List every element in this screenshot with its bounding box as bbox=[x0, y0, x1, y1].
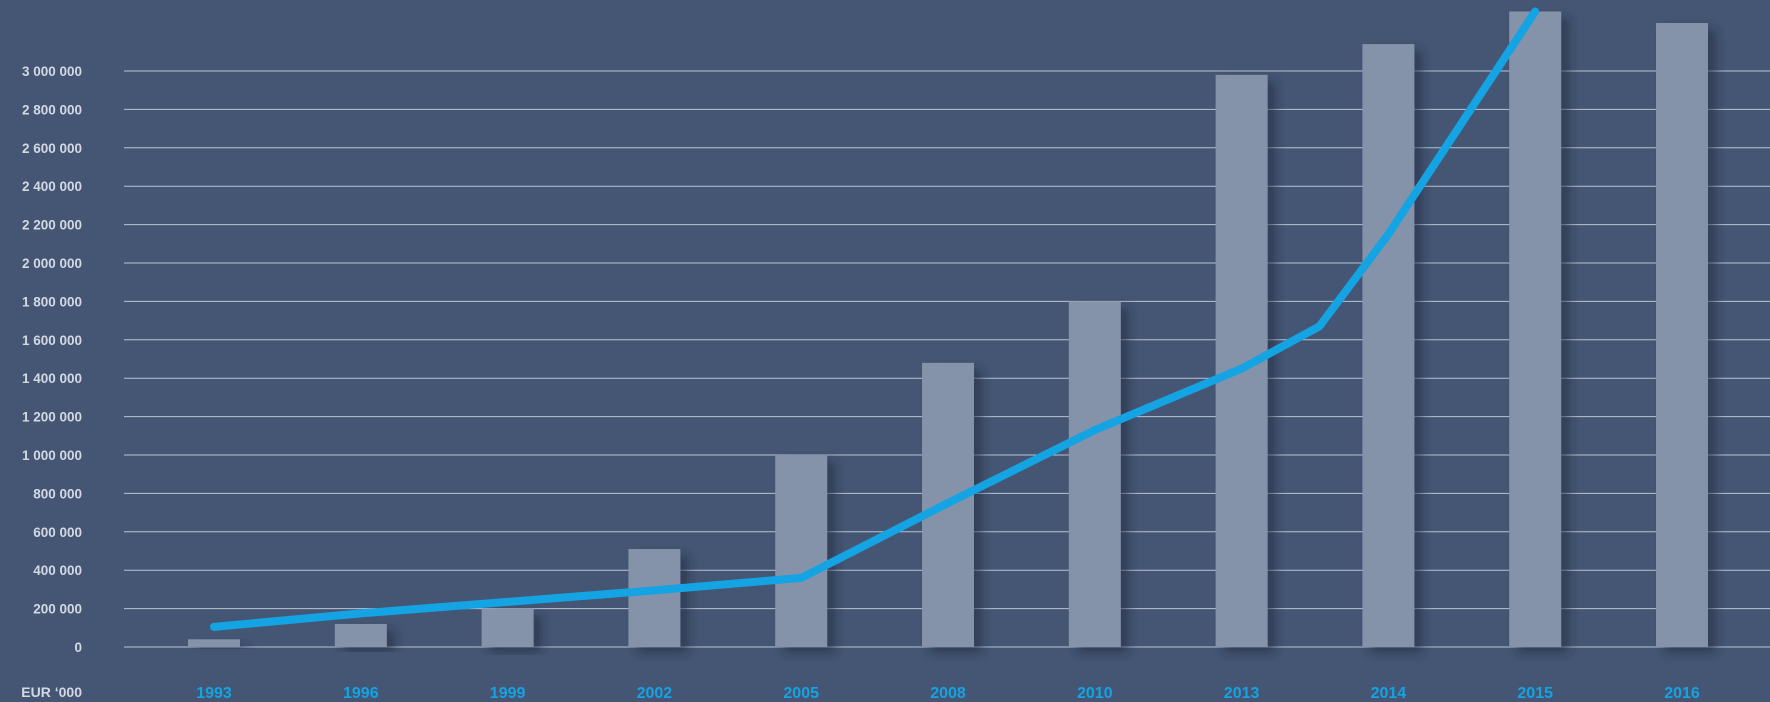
y-axis-tick-labels: 0 200 000 400 000 600 000 800 000 1 000 000 1 … bbox=[22, 64, 82, 655]
x-tick-label: 1999 bbox=[490, 685, 526, 702]
y-tick-label: 2 200 000 bbox=[22, 218, 82, 233]
y-tick-label: 2 800 000 bbox=[22, 102, 82, 117]
bar bbox=[481, 608, 534, 647]
bar bbox=[1068, 301, 1121, 647]
x-tick-label: 2005 bbox=[783, 685, 819, 702]
bar bbox=[1656, 23, 1708, 647]
x-axis-tick-labels: 1993 1996 1999 2002 2005 2008 2010 2013 2014 2015… bbox=[196, 685, 1700, 702]
y-tick-label: 1 600 000 bbox=[22, 333, 82, 348]
x-tick-label: 2013 bbox=[1224, 685, 1260, 702]
x-tick-label: 2015 bbox=[1517, 685, 1553, 702]
x-tick-label: 2002 bbox=[637, 685, 673, 702]
y-tick-label: 2 600 000 bbox=[22, 141, 82, 156]
bar-series bbox=[188, 11, 1708, 648]
y-tick-label: 2 000 000 bbox=[22, 256, 82, 271]
bar bbox=[1362, 44, 1415, 648]
x-tick-label: 1993 bbox=[196, 685, 232, 702]
x-tick-label: 2016 bbox=[1664, 685, 1700, 702]
y-tick-label: 600 000 bbox=[33, 525, 82, 540]
y-tick-label: 800 000 bbox=[33, 486, 82, 501]
y-tick-label: 2 400 000 bbox=[22, 179, 82, 194]
line-series bbox=[210, 7, 1540, 631]
bar bbox=[334, 623, 387, 647]
y-tick-label: 0 bbox=[74, 640, 82, 655]
x-tick-label: 1996 bbox=[343, 685, 379, 702]
y-tick-label: 400 000 bbox=[33, 563, 82, 578]
y-axis-unit-label: EUR ‘000 bbox=[21, 684, 82, 700]
bar bbox=[1509, 11, 1562, 648]
y-tick-label: 1 800 000 bbox=[22, 294, 82, 309]
y-tick-label: 3 000 000 bbox=[22, 64, 82, 79]
x-tick-label: 2010 bbox=[1077, 685, 1113, 702]
y-tick-label: 200 000 bbox=[33, 602, 82, 617]
y-tick-label: 1 400 000 bbox=[22, 371, 82, 386]
bar bbox=[628, 549, 681, 647]
x-tick-label: 2008 bbox=[930, 685, 966, 702]
y-tick-label: 1 200 000 bbox=[22, 410, 82, 425]
y-tick-label: 1 000 000 bbox=[22, 448, 82, 463]
x-tick-label: 2014 bbox=[1371, 685, 1407, 702]
bar bbox=[188, 639, 240, 647]
trend-line bbox=[210, 7, 1540, 631]
bar bbox=[775, 455, 828, 647]
